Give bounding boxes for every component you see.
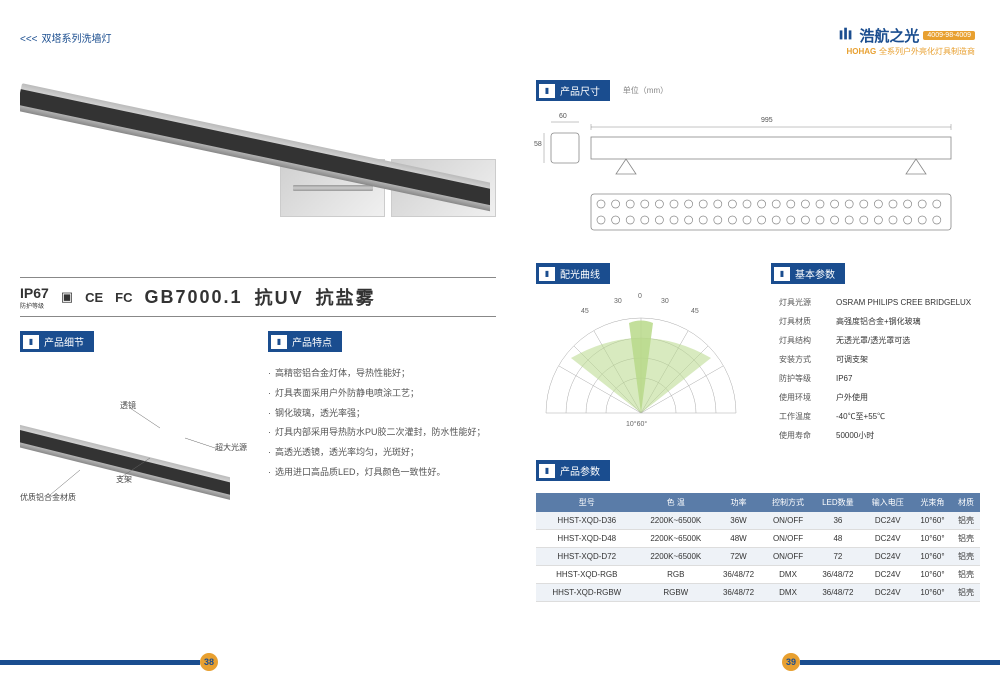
callout-lens: 透镜 [120, 400, 136, 411]
page-number-right: 39 [782, 653, 800, 671]
polar-note: 10°60° [626, 421, 647, 428]
section-basic: ▮基本参数 [771, 263, 845, 284]
section-detail: ▮产品细节 [20, 331, 94, 352]
param-row: HHST-XQD-D482200K~6500K48WON/OFF48DC24V1… [536, 530, 980, 548]
feature-item: 高精密铝合金灯体，导热性能好； [268, 364, 496, 384]
feature-item: 高透光透镜，透光率均匀，光斑好； [268, 443, 496, 463]
callout-led: 超大光源 [215, 442, 247, 453]
page-number-left: 38 [200, 653, 218, 671]
basic-param-row: 灯具结构无透光罩/透光罩可选 [773, 332, 977, 349]
building-icon: ▮ [23, 335, 39, 349]
polar-45r: 45 [691, 308, 699, 315]
uv-label: 抗UV [255, 284, 304, 310]
dim-w: 60 [559, 113, 567, 120]
breadcrumb: 双塔系列洗墙灯 [20, 30, 496, 45]
logo-cn: 浩航之光 [859, 25, 919, 46]
building-icon: ▮ [539, 464, 555, 478]
dimension-drawing: 995 60 58 [536, 119, 980, 239]
footer-bar-right [800, 660, 1000, 665]
basic-param-row: 灯具材质高强度铝合金+钢化玻璃 [773, 313, 977, 330]
section-params: ▮产品参数 [536, 460, 610, 481]
basic-param-row: 灯具光源OSRAM PHILIPS CREE BRIDGELUX [773, 294, 977, 311]
callout-material: 优质铝合金材质 [20, 492, 76, 503]
right-page: 浩航之光 4009-98-4009 HOHAG 全系列户外亮化灯具制造商 ▮产品… [516, 0, 1000, 683]
feature-item: 灯具表面采用户外防静电喷涂工艺； [268, 384, 496, 404]
param-row: HHST-XQD-D362200K~6500K36WON/OFF36DC24V1… [536, 512, 980, 530]
polar-0: 0 [638, 293, 642, 300]
param-row: HHST-XQD-RGBWRGBW36/48/72DMX36/48/72DC24… [536, 584, 980, 602]
building-icon: ▮ [774, 267, 790, 281]
param-row: HHST-XQD-D722200K~6500K72WON/OFF72DC24V1… [536, 548, 980, 566]
fcc-icon: FC [115, 290, 132, 305]
section-dimensions: ▮产品尺寸 [536, 80, 610, 101]
feature-item: 钢化玻璃，透光率强； [268, 404, 496, 424]
left-page: 双塔系列洗墙灯 [0, 0, 516, 683]
logo-sub: 全系列户外亮化灯具制造商 [879, 47, 975, 56]
param-table: 型号色 温功率控制方式LED数量输入电压光束角材质HHST-XQD-D36220… [536, 493, 980, 602]
logo-icon [837, 25, 855, 46]
features-list: 高精密铝合金灯体，导热性能好；灯具表面采用户外防静电喷涂工艺；钢化玻璃，透光率强… [268, 364, 496, 483]
polar-45l: 45 [581, 308, 589, 315]
basic-params-table: 灯具光源OSRAM PHILIPS CREE BRIDGELUX 灯具材质高强度铝… [771, 292, 979, 446]
footer-bar-left [0, 660, 200, 665]
basic-param-row: 使用寿命50000小时 [773, 427, 977, 444]
feature-item: 灯具内部采用导热防水PU胶二次灌封，防水性能好； [268, 423, 496, 443]
param-row: HHST-XQD-RGBRGB36/48/72DMX36/48/72DC24V1… [536, 566, 980, 584]
feature-item: 选用进口高品质LED，灯具颜色一致性好。 [268, 463, 496, 483]
logo-phone: 4009-98-4009 [923, 31, 975, 40]
polar-30l: 30 [614, 298, 622, 305]
dim-length: 995 [761, 117, 773, 124]
ce-icon: CE [85, 290, 103, 305]
standard: GB7000.1 [145, 287, 243, 308]
brand-logo: 浩航之光 4009-98-4009 HOHAG 全系列户外亮化灯具制造商 [837, 25, 975, 57]
basic-param-row: 防护等级IP67 [773, 370, 977, 387]
basic-param-row: 安装方式可调支架 [773, 351, 977, 368]
callout-bracket: 支架 [116, 474, 132, 485]
salt-label: 抗盐雾 [316, 284, 376, 310]
basic-param-row: 工作温度-40℃至+55℃ [773, 408, 977, 425]
building-icon: ▮ [271, 335, 287, 349]
logo-en: HOHAG [846, 47, 876, 56]
section-curve: ▮配光曲线 [536, 263, 610, 284]
section-features: ▮产品特点 [268, 331, 342, 352]
detail-diagram: 透镜 超大光源 支架 优质铝合金材质 [20, 370, 248, 510]
certification-row: IP67 防护等级 ▣ CE FC GB7000.1 抗UV 抗盐雾 [20, 277, 496, 317]
unit-label: 单位（mm） [623, 86, 668, 95]
class-icon: ▣ [61, 289, 73, 305]
basic-param-row: 使用环境户外使用 [773, 389, 977, 406]
hero-product-image [20, 53, 496, 213]
polar-chart: 45 30 0 30 45 10°60° [536, 298, 746, 428]
dim-h: 58 [534, 141, 542, 148]
ip-rating: IP67 防护等级 [20, 285, 49, 310]
polar-30r: 30 [661, 298, 669, 305]
building-icon: ▮ [539, 267, 555, 281]
building-icon: ▮ [539, 84, 555, 98]
